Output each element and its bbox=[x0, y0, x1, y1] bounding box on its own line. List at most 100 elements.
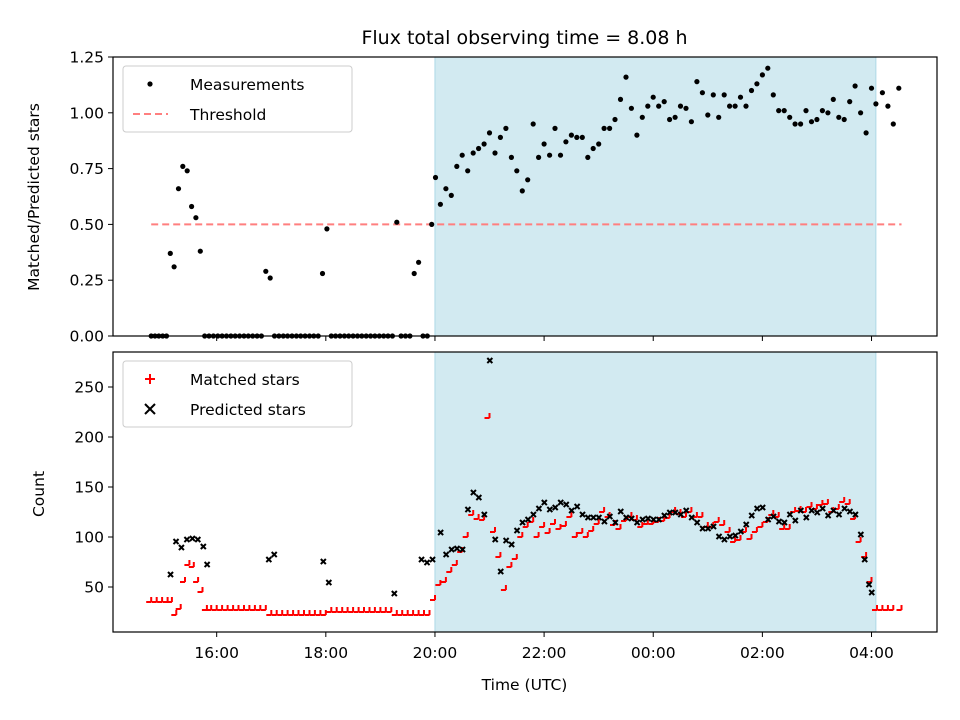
data-point bbox=[453, 545, 461, 552]
data-point bbox=[792, 121, 798, 127]
data-point bbox=[233, 605, 240, 611]
data-point bbox=[590, 514, 597, 521]
data-point bbox=[822, 499, 829, 505]
data-point bbox=[270, 551, 278, 558]
data-point bbox=[606, 513, 614, 520]
data-point bbox=[617, 96, 624, 102]
data-point bbox=[506, 562, 513, 568]
y-tick-label: 250 bbox=[74, 379, 104, 397]
data-point bbox=[776, 108, 782, 114]
data-point bbox=[522, 522, 529, 528]
data-point bbox=[448, 546, 455, 553]
x-tick-label: 00:00 bbox=[631, 644, 676, 662]
data-point bbox=[868, 589, 875, 596]
data-point bbox=[408, 610, 415, 616]
data-point bbox=[590, 145, 596, 152]
data-point bbox=[470, 489, 477, 496]
data-point bbox=[846, 508, 854, 515]
data-point bbox=[847, 99, 853, 105]
data-point bbox=[391, 590, 398, 597]
data-point bbox=[166, 597, 173, 603]
data-point bbox=[677, 103, 684, 109]
data-point bbox=[715, 533, 723, 540]
data-point bbox=[282, 610, 289, 616]
data-point bbox=[754, 81, 760, 87]
data-point bbox=[727, 103, 733, 109]
data-point bbox=[468, 510, 475, 516]
data-point bbox=[151, 597, 158, 603]
bottom-y-axis-label: Count bbox=[30, 471, 48, 517]
data-point bbox=[593, 519, 600, 525]
data-point bbox=[615, 524, 622, 530]
data-point bbox=[688, 119, 695, 125]
data-point bbox=[180, 163, 186, 169]
data-point bbox=[857, 531, 865, 538]
data-point bbox=[397, 610, 404, 616]
data-point bbox=[437, 529, 444, 536]
data-point bbox=[189, 535, 196, 542]
data-point bbox=[265, 556, 273, 563]
data-point bbox=[650, 94, 656, 100]
data-point bbox=[184, 560, 191, 566]
y-tick-label: 200 bbox=[74, 429, 104, 447]
data-point bbox=[167, 250, 173, 256]
top-y-axis-label: Matched/Predicted stars bbox=[25, 103, 43, 291]
data-point bbox=[637, 522, 644, 528]
data-point bbox=[446, 567, 453, 573]
legend-handle bbox=[144, 403, 156, 415]
data-point bbox=[418, 556, 425, 563]
data-point bbox=[244, 605, 251, 611]
data-point bbox=[719, 520, 726, 526]
data-point bbox=[705, 112, 711, 118]
chart-title: Flux total observing time = 8.08 h bbox=[361, 27, 687, 49]
data-point bbox=[732, 103, 738, 109]
data-point bbox=[167, 571, 174, 578]
data-point bbox=[710, 92, 716, 98]
data-point bbox=[547, 152, 553, 158]
data-point bbox=[162, 597, 169, 603]
data-point bbox=[442, 551, 450, 558]
data-point bbox=[337, 607, 344, 613]
data-point bbox=[757, 522, 764, 528]
data-point bbox=[628, 105, 635, 111]
x-axis-label: Time (UTC) bbox=[481, 676, 568, 694]
data-point bbox=[601, 518, 608, 525]
data-point bbox=[588, 526, 595, 532]
data-point bbox=[666, 509, 674, 516]
data-point bbox=[416, 259, 422, 265]
data-point bbox=[825, 110, 831, 116]
data-point bbox=[277, 610, 284, 616]
data-point bbox=[781, 108, 787, 114]
data-point bbox=[617, 508, 624, 515]
data-point bbox=[465, 168, 471, 174]
data-point bbox=[737, 528, 745, 535]
data-point bbox=[896, 605, 903, 611]
data-point bbox=[861, 552, 868, 558]
data-point bbox=[517, 532, 524, 538]
data-point bbox=[497, 134, 503, 140]
data-point bbox=[724, 527, 731, 533]
data-point bbox=[481, 511, 488, 518]
data-point bbox=[784, 524, 791, 530]
data-point bbox=[451, 560, 458, 566]
data-point bbox=[348, 607, 355, 613]
data-point bbox=[644, 515, 652, 522]
legend-handle bbox=[147, 81, 153, 87]
data-point bbox=[737, 94, 744, 100]
data-point bbox=[183, 536, 191, 543]
data-point bbox=[555, 524, 562, 530]
data-point bbox=[386, 607, 393, 613]
x-tick-label: 18:00 bbox=[303, 644, 348, 662]
y-tick-label: 0.00 bbox=[69, 328, 104, 346]
data-point bbox=[271, 610, 278, 616]
data-point bbox=[599, 507, 606, 513]
data-point bbox=[541, 499, 548, 506]
data-point bbox=[808, 507, 815, 514]
data-point bbox=[574, 134, 580, 140]
data-point bbox=[672, 509, 679, 516]
data-point bbox=[786, 511, 794, 518]
data-point bbox=[201, 605, 208, 611]
data-point bbox=[206, 605, 213, 611]
data-point bbox=[364, 607, 371, 613]
data-point bbox=[863, 130, 869, 136]
